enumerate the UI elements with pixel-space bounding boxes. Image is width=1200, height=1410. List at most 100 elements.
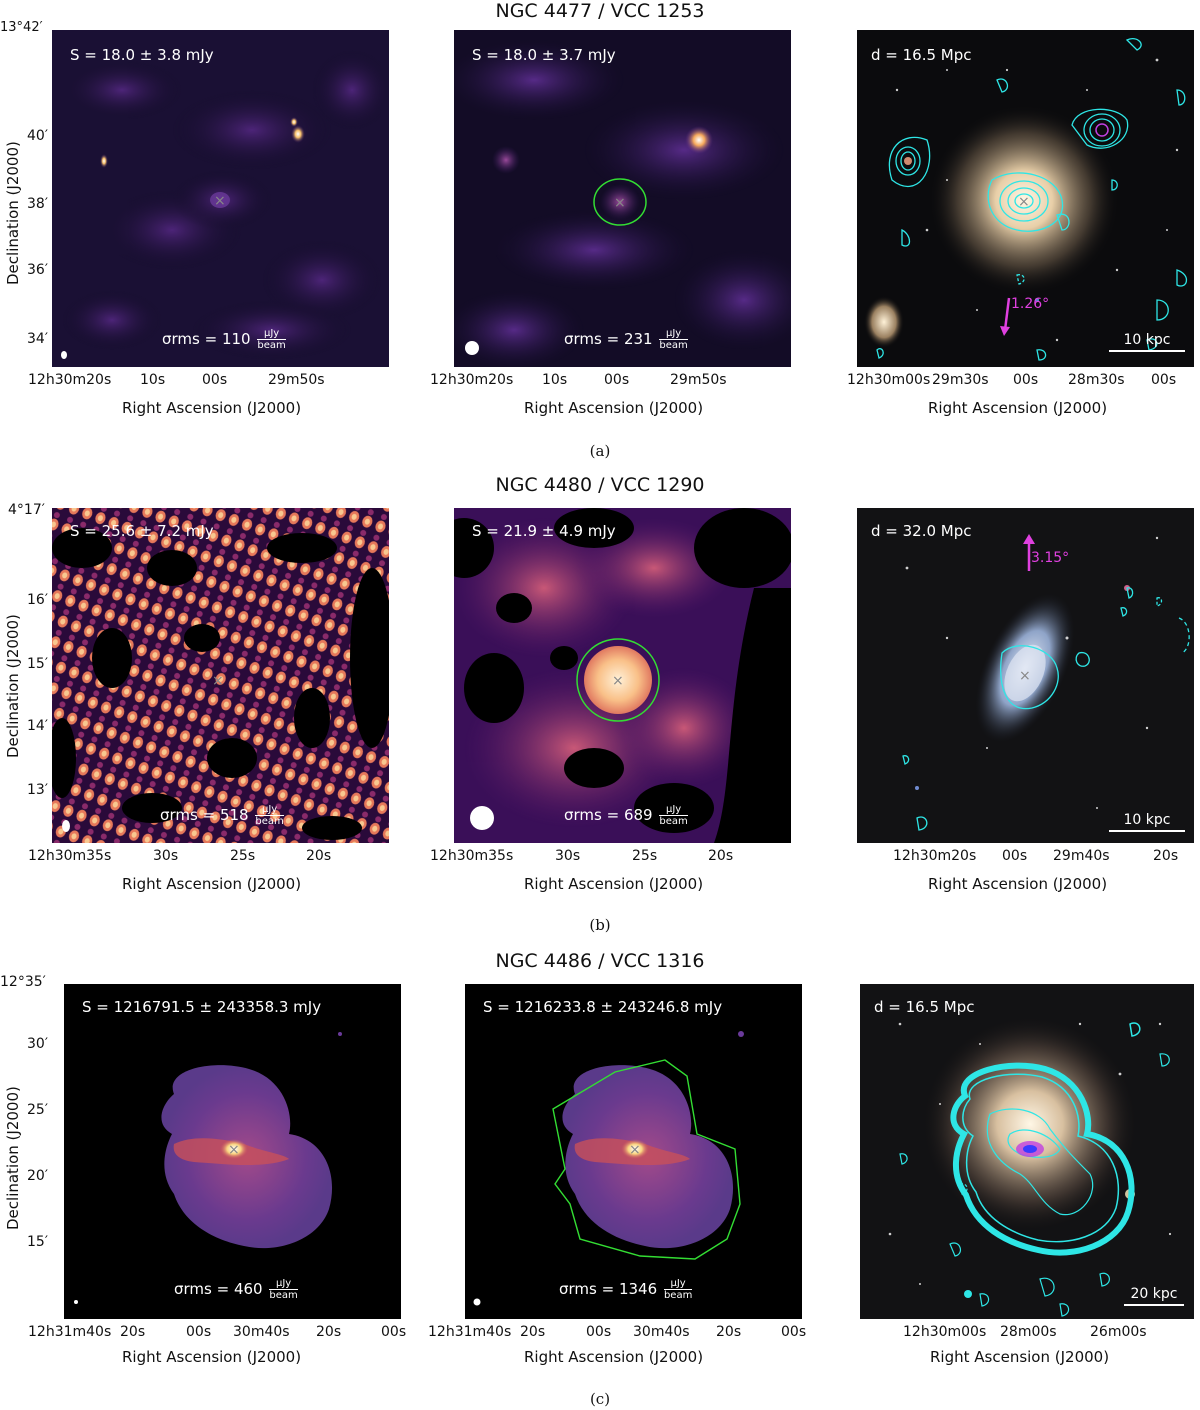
flux-label: S = 1216233.8 ± 243246.8 mJy bbox=[483, 998, 723, 1016]
x-tick: 20s bbox=[716, 1324, 742, 1340]
y-tick: 13′ bbox=[27, 782, 48, 798]
radio-image-low-res: × S = 18.0 ± 3.7 mJy σrms = 231 μJy beam bbox=[454, 30, 791, 367]
rms-value: 689 bbox=[623, 806, 653, 824]
x-tick: 20s bbox=[316, 1324, 342, 1340]
y-tick: 13°42′ bbox=[0, 20, 43, 35]
x-tick: 10s bbox=[140, 372, 166, 388]
x-tick: 12h30m20s bbox=[430, 372, 514, 388]
x-tick: 20s bbox=[306, 848, 332, 864]
x-tick: 12h30m35s bbox=[28, 848, 112, 864]
svg-text:×: × bbox=[1019, 668, 1031, 684]
y-tick: 25′ bbox=[27, 1102, 48, 1118]
y-tick: 34′ bbox=[27, 331, 48, 347]
row-c: NGC 4486 / VCC 1316 Declination (J2000) … bbox=[0, 950, 1200, 1410]
x-tick: 12h31m40s bbox=[428, 1324, 512, 1340]
x-tick: 20s bbox=[520, 1324, 546, 1340]
x-axis-label: Right Ascension (J2000) bbox=[524, 399, 704, 417]
x-tick: 29m40s bbox=[1053, 848, 1110, 864]
svg-text:×: × bbox=[228, 1142, 240, 1158]
optical-image-with-contours: d = 16.5 Mpc 20 kpc bbox=[860, 984, 1194, 1319]
offset-angle-label: 3.15° bbox=[1031, 550, 1070, 566]
radio-image-low-res: × S = 1216233.8 ± 243246.8 mJy σrms = 13… bbox=[465, 984, 802, 1319]
flux-label: S = 18.0 ± 3.8 mJy bbox=[70, 46, 214, 64]
x-tick: 10s bbox=[542, 372, 568, 388]
y-tick: 4°17′ bbox=[8, 502, 45, 518]
x-tick: 29m30s bbox=[932, 372, 989, 388]
x-axis-label: Right Ascension (J2000) bbox=[930, 1348, 1110, 1366]
radio-image-low-res: × S = 21.9 ± 4.9 mJy σrms = 689 μJy beam bbox=[454, 508, 791, 843]
x-axis-label: Right Ascension (J2000) bbox=[524, 875, 704, 893]
y-tick: 15′ bbox=[27, 1234, 48, 1250]
x-tick: 28m30s bbox=[1068, 372, 1125, 388]
y-tick: 38′ bbox=[27, 196, 48, 212]
rms-value: 1346 bbox=[618, 1280, 658, 1298]
caption: (c) bbox=[589, 1390, 611, 1408]
optical-image-with-contours: × d = 16.5 Mpc 1.26° 10 kpc bbox=[857, 30, 1194, 367]
svg-text:×: × bbox=[1018, 194, 1030, 210]
x-axis-label: Right Ascension (J2000) bbox=[122, 1348, 302, 1366]
y-tick: 16′ bbox=[27, 592, 48, 608]
y-axis-label: Declination (J2000) bbox=[4, 141, 22, 285]
radio-image-high-res: × S = 1216791.5 ± 243358.3 mJy σrms = 46… bbox=[64, 984, 401, 1319]
scale-bar: 10 kpc bbox=[1109, 812, 1185, 832]
x-axis-label: Right Ascension (J2000) bbox=[928, 875, 1108, 893]
x-tick: 25s bbox=[632, 848, 658, 864]
flux-label: S = 21.9 ± 4.9 mJy bbox=[472, 522, 616, 540]
x-axis-label: Right Ascension (J2000) bbox=[122, 875, 302, 893]
rms-label: σrms = 231 μJy beam bbox=[564, 328, 688, 351]
x-tick: 12h30m00s bbox=[847, 372, 931, 388]
rms-value: 231 bbox=[623, 330, 653, 348]
x-tick: 20s bbox=[120, 1324, 146, 1340]
caption: (b) bbox=[589, 916, 611, 934]
offset-angle-label: 1.26° bbox=[1011, 296, 1050, 312]
optical-image-with-contours: × d = 32.0 Mpc 3.15° 10 kpc bbox=[857, 508, 1194, 843]
x-tick: 00s bbox=[186, 1324, 212, 1340]
svg-text:×: × bbox=[614, 195, 626, 211]
x-tick: 29m50s bbox=[670, 372, 727, 388]
y-axis-label: Declination (J2000) bbox=[4, 614, 22, 758]
x-tick: 29m50s bbox=[268, 372, 325, 388]
rms-label: σrms = 110 μJy beam bbox=[162, 328, 286, 351]
x-tick: 00s bbox=[1002, 848, 1028, 864]
rms-label: σrms = 689 μJy beam bbox=[564, 804, 688, 827]
x-tick: 30m40s bbox=[233, 1324, 290, 1340]
rms-value: 460 bbox=[233, 1280, 263, 1298]
row-title: NGC 4486 / VCC 1316 bbox=[495, 950, 705, 972]
rms-label: σrms = 1346 μJy beam bbox=[559, 1278, 693, 1301]
x-tick: 12h30m20s bbox=[893, 848, 977, 864]
distance-label: d = 16.5 Mpc bbox=[874, 998, 975, 1016]
x-axis-label: Right Ascension (J2000) bbox=[122, 399, 302, 417]
row-a: NGC 4477 / VCC 1253 Declination (J2000) … bbox=[0, 0, 1200, 460]
rms-label: σrms = 518 μJy beam bbox=[160, 804, 284, 827]
svg-text:×: × bbox=[214, 193, 226, 209]
scale-bar: 10 kpc bbox=[1109, 332, 1185, 352]
x-tick: 20s bbox=[708, 848, 734, 864]
rms-value: 518 bbox=[219, 806, 249, 824]
flux-label: S = 25.6 ± 7.2 mJy bbox=[70, 522, 214, 540]
radio-image-high-res: × S = 25.6 ± 7.2 mJy σrms = 518 μJy beam bbox=[52, 508, 389, 843]
row-title: NGC 4477 / VCC 1253 bbox=[495, 0, 705, 22]
x-tick: 30m40s bbox=[633, 1324, 690, 1340]
x-tick: 00s bbox=[1151, 372, 1177, 388]
x-tick: 26m00s bbox=[1090, 1324, 1147, 1340]
x-tick: 28m00s bbox=[1000, 1324, 1057, 1340]
x-tick: 00s bbox=[1013, 372, 1039, 388]
x-tick: 20s bbox=[1153, 848, 1179, 864]
y-tick: 15′ bbox=[27, 656, 48, 672]
x-tick: 00s bbox=[586, 1324, 612, 1340]
y-tick: 20′ bbox=[27, 1168, 48, 1184]
svg-text:×: × bbox=[212, 673, 224, 689]
row-title: NGC 4480 / VCC 1290 bbox=[495, 474, 705, 496]
row-b: NGC 4480 / VCC 1290 Declination (J2000) … bbox=[0, 474, 1200, 934]
x-tick: 30s bbox=[555, 848, 581, 864]
rms-label: σrms = 460 μJy beam bbox=[174, 1278, 298, 1301]
distance-label: d = 16.5 Mpc bbox=[871, 46, 972, 64]
y-tick: 30′ bbox=[27, 1036, 48, 1052]
x-tick: 00s bbox=[202, 372, 228, 388]
y-tick: 40′ bbox=[27, 128, 48, 144]
x-tick: 12h30m35s bbox=[430, 848, 514, 864]
x-tick: 25s bbox=[230, 848, 256, 864]
x-tick: 00s bbox=[381, 1324, 407, 1340]
rms-value: 110 bbox=[221, 330, 251, 348]
radio-image-high-res: × S = 18.0 ± 3.8 mJy σrms = 110 μJy beam bbox=[52, 30, 389, 367]
